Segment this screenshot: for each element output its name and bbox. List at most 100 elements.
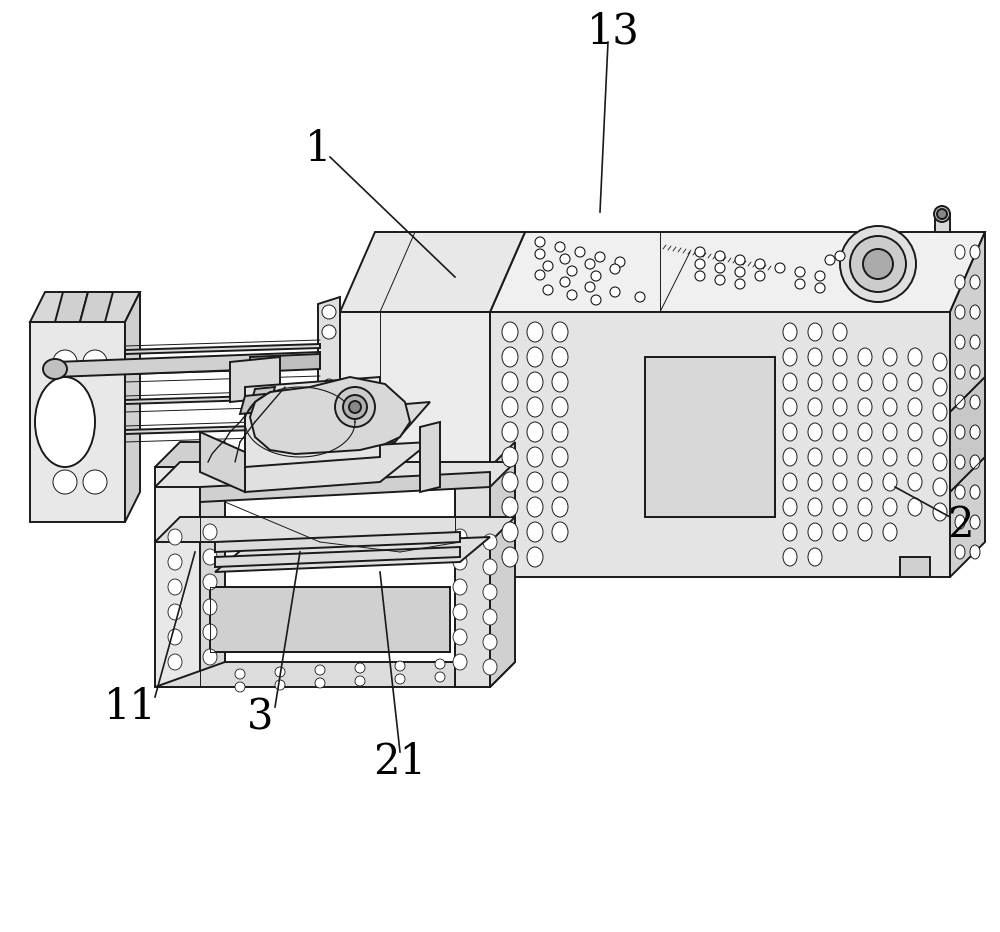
Ellipse shape — [527, 547, 543, 567]
Ellipse shape — [552, 422, 568, 442]
Ellipse shape — [908, 373, 922, 391]
Ellipse shape — [883, 348, 897, 366]
Ellipse shape — [808, 373, 822, 391]
Ellipse shape — [955, 425, 965, 439]
Ellipse shape — [527, 347, 543, 367]
Circle shape — [395, 674, 405, 684]
Ellipse shape — [168, 529, 182, 545]
Text: 1: 1 — [305, 128, 331, 170]
Circle shape — [695, 259, 705, 269]
Circle shape — [850, 236, 906, 292]
Circle shape — [322, 325, 336, 339]
Polygon shape — [645, 357, 775, 517]
Polygon shape — [30, 292, 140, 322]
Ellipse shape — [933, 378, 947, 396]
Circle shape — [695, 271, 705, 281]
Ellipse shape — [858, 398, 872, 416]
Ellipse shape — [783, 498, 797, 516]
Polygon shape — [200, 432, 245, 492]
Ellipse shape — [955, 485, 965, 499]
Ellipse shape — [833, 423, 847, 441]
Circle shape — [543, 261, 553, 271]
Polygon shape — [155, 467, 200, 687]
Circle shape — [591, 295, 601, 305]
Ellipse shape — [955, 305, 965, 319]
Ellipse shape — [483, 609, 497, 625]
Polygon shape — [215, 532, 460, 552]
Ellipse shape — [970, 515, 980, 529]
Ellipse shape — [552, 322, 568, 342]
Ellipse shape — [970, 395, 980, 409]
Ellipse shape — [453, 579, 467, 595]
Text: 3: 3 — [247, 696, 273, 738]
Ellipse shape — [908, 448, 922, 466]
Circle shape — [355, 676, 365, 686]
Ellipse shape — [502, 397, 518, 417]
Ellipse shape — [527, 497, 543, 517]
Ellipse shape — [808, 498, 822, 516]
Ellipse shape — [970, 485, 980, 499]
Polygon shape — [455, 467, 490, 687]
Polygon shape — [950, 377, 985, 492]
Polygon shape — [318, 297, 340, 472]
Circle shape — [235, 682, 245, 692]
Circle shape — [83, 470, 107, 494]
Ellipse shape — [502, 497, 518, 517]
Polygon shape — [490, 312, 950, 577]
Ellipse shape — [808, 548, 822, 566]
Ellipse shape — [933, 453, 947, 471]
Ellipse shape — [552, 372, 568, 392]
Circle shape — [815, 271, 825, 281]
Circle shape — [355, 663, 365, 673]
Ellipse shape — [453, 654, 467, 670]
Ellipse shape — [203, 649, 217, 665]
Ellipse shape — [203, 599, 217, 615]
Circle shape — [595, 252, 605, 262]
Ellipse shape — [833, 323, 847, 341]
Ellipse shape — [808, 348, 822, 366]
Circle shape — [324, 399, 334, 409]
Ellipse shape — [783, 348, 797, 366]
Polygon shape — [80, 292, 113, 322]
Polygon shape — [490, 442, 515, 687]
Polygon shape — [125, 292, 140, 522]
Polygon shape — [155, 442, 225, 467]
Circle shape — [53, 470, 77, 494]
Ellipse shape — [527, 422, 543, 442]
Circle shape — [560, 277, 570, 287]
Ellipse shape — [933, 403, 947, 421]
Circle shape — [815, 283, 825, 293]
Circle shape — [315, 678, 325, 688]
Ellipse shape — [502, 347, 518, 367]
Polygon shape — [125, 394, 320, 404]
Ellipse shape — [483, 634, 497, 650]
Ellipse shape — [203, 524, 217, 540]
Circle shape — [795, 267, 805, 277]
Ellipse shape — [502, 547, 518, 567]
Circle shape — [322, 450, 336, 464]
Polygon shape — [155, 517, 515, 542]
Ellipse shape — [808, 398, 822, 416]
Circle shape — [324, 419, 334, 429]
Circle shape — [755, 259, 765, 269]
Circle shape — [535, 249, 545, 259]
Polygon shape — [55, 292, 88, 322]
Ellipse shape — [483, 559, 497, 575]
Circle shape — [735, 279, 745, 289]
Circle shape — [560, 254, 570, 264]
Ellipse shape — [168, 554, 182, 570]
Circle shape — [343, 395, 367, 419]
Polygon shape — [125, 364, 320, 374]
Ellipse shape — [883, 523, 897, 541]
Ellipse shape — [955, 335, 965, 349]
Circle shape — [555, 242, 565, 252]
Ellipse shape — [883, 423, 897, 441]
Circle shape — [610, 287, 620, 297]
Circle shape — [635, 292, 645, 302]
Circle shape — [610, 264, 620, 274]
Circle shape — [575, 247, 585, 257]
Circle shape — [322, 305, 336, 319]
Circle shape — [395, 661, 405, 671]
Ellipse shape — [453, 629, 467, 645]
Ellipse shape — [552, 397, 568, 417]
